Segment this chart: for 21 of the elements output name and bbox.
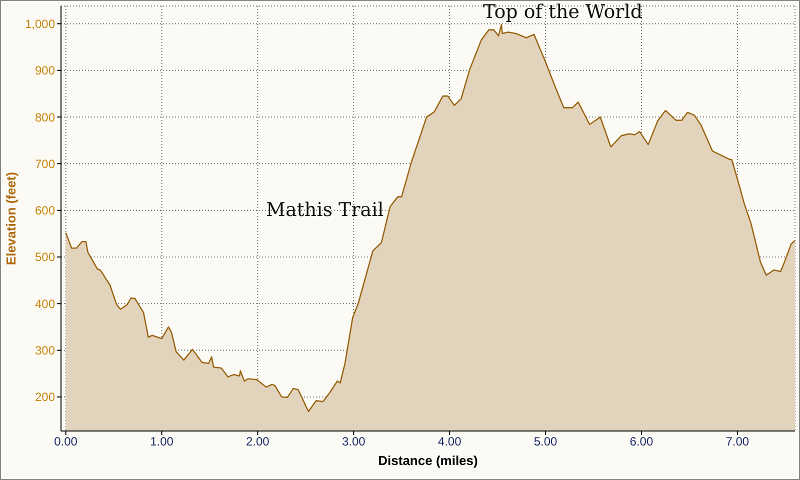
y-axis-title: Elevation (feet)	[4, 172, 19, 266]
x-tick-label: 5.00	[534, 434, 558, 449]
y-tick-label: 400	[34, 296, 56, 311]
y-tick-label: 500	[34, 250, 56, 264]
y-tick-label: 200	[34, 390, 56, 404]
y-tick-label: 300	[34, 344, 56, 358]
x-tick-label: 0.00	[54, 434, 78, 449]
x-tick-label: 4.00	[438, 434, 462, 449]
y-tick-label: 1,000	[24, 16, 56, 31]
y-tick-label: 600	[34, 204, 56, 218]
x-tick-label: 6.00	[630, 434, 654, 449]
x-tick-label: 3.00	[342, 434, 366, 449]
x-tick-label: 7.00	[726, 434, 750, 449]
x-axis-title: Distance (miles)	[378, 453, 478, 468]
annotation: Mathis Trail	[266, 199, 384, 221]
y-tick-label: 800	[34, 110, 56, 124]
x-tick-label: 1.00	[150, 434, 174, 449]
y-tick-label: 700	[34, 156, 56, 171]
y-tick-label: 900	[34, 64, 56, 78]
annotation: Top of the World	[483, 1, 643, 23]
x-tick-label: 2.00	[246, 434, 270, 449]
